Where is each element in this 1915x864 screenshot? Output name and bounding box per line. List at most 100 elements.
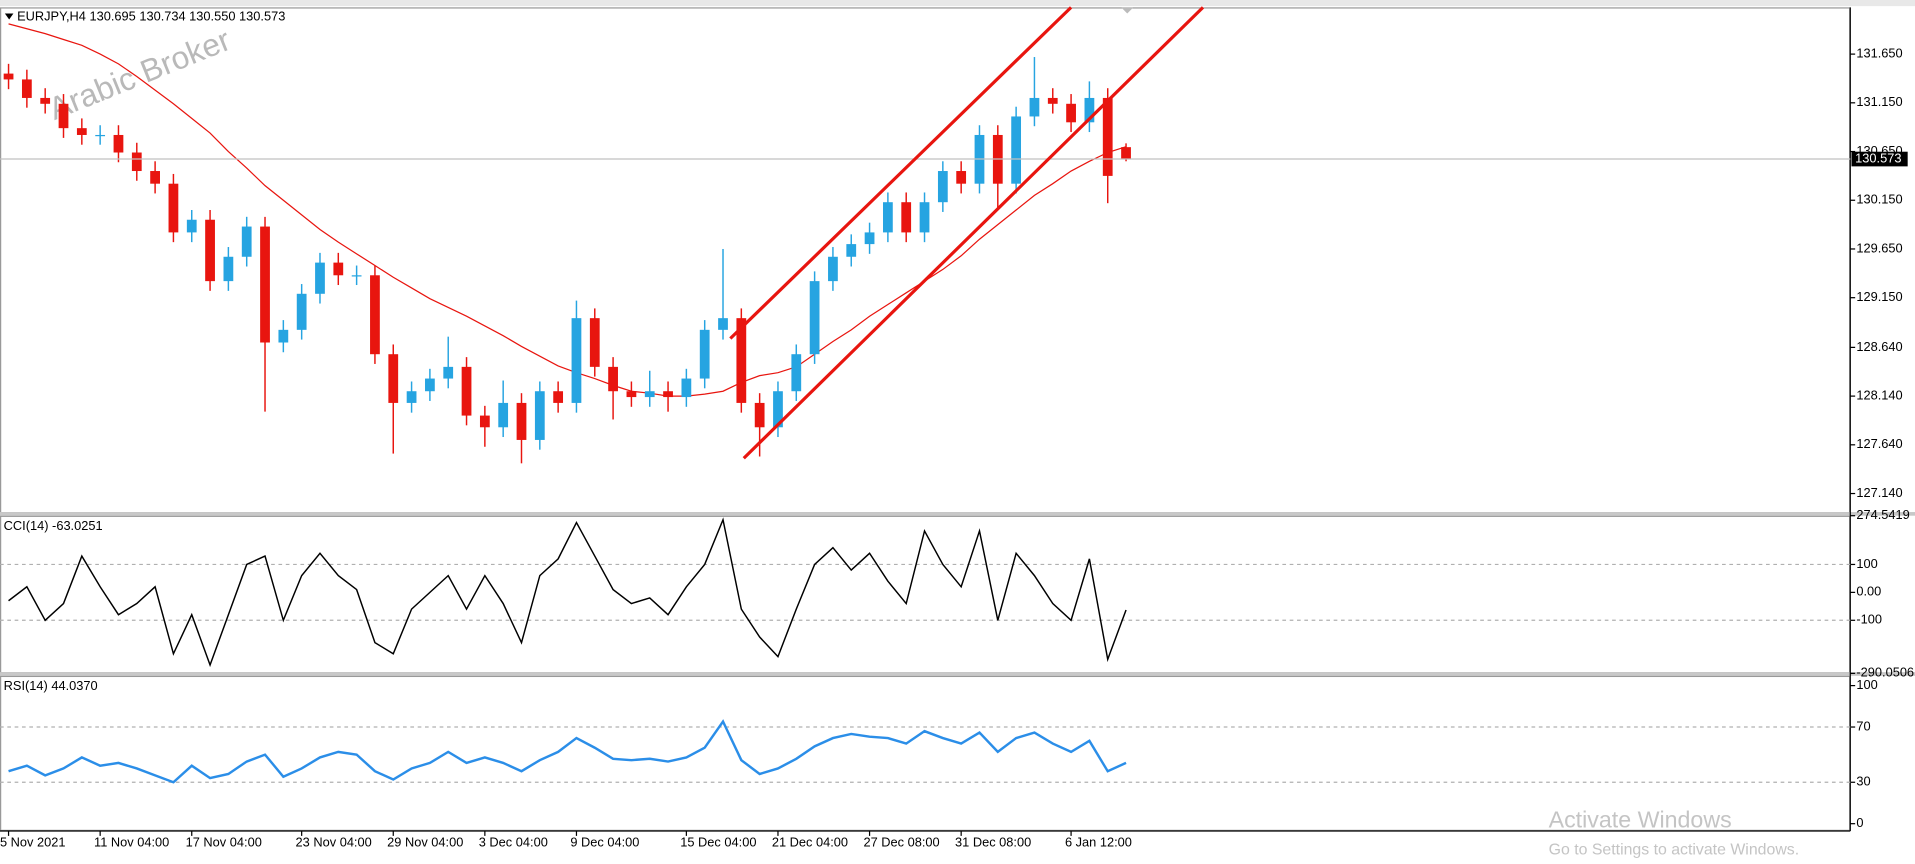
candle-body [131, 152, 142, 172]
candle-body [1084, 97, 1095, 123]
candle-body [21, 79, 32, 98]
last-price-label: 130.573 [1855, 150, 1901, 165]
y-tick-label: 129.150 [1856, 289, 1902, 304]
candle-body [370, 275, 380, 355]
candle-body [699, 329, 710, 379]
candle-body [388, 354, 399, 403]
candle-body [937, 171, 948, 203]
candle-body [1066, 103, 1076, 123]
x-tick-label: 5 Nov 2021 [0, 835, 66, 850]
candle-body [260, 226, 270, 343]
last-price-box [1851, 151, 1908, 167]
candle-body [425, 378, 435, 392]
candle-body [315, 262, 325, 294]
x-tick-label: 9 Dec 04:00 [570, 835, 639, 850]
candle-body [754, 402, 765, 428]
candle-body [828, 256, 838, 282]
candle-body [864, 232, 875, 245]
candle-body [608, 366, 618, 392]
candle-body [516, 402, 527, 440]
candle-body [791, 354, 802, 392]
candle-body [1011, 116, 1022, 184]
x-tick-label: 11 Nov 04:00 [94, 835, 169, 850]
arrow-marker [1121, 7, 1134, 14]
y-tick-label: 128.640 [1856, 339, 1902, 354]
candle-body [1047, 97, 1058, 104]
y-tick-label: 127.640 [1856, 436, 1902, 451]
candle-body [589, 318, 600, 367]
candle-body [186, 219, 197, 233]
candle-body [883, 202, 893, 233]
x-tick-label: 23 Nov 04:00 [296, 835, 372, 850]
candle-body [241, 226, 252, 257]
candle-body [95, 134, 106, 137]
candle-body [406, 391, 417, 403]
candle-body [76, 128, 87, 135]
y-tick-label: 131.650 [1856, 45, 1902, 60]
candle-body [1102, 97, 1113, 176]
y-tick-label: 131.150 [1856, 94, 1902, 109]
channel-lower-line [742, 6, 1205, 460]
candle-body [296, 293, 307, 330]
x-tick-label: 17 Nov 04:00 [186, 835, 262, 850]
y-tick-label: 127.140 [1856, 485, 1902, 500]
y-tick-label: 274.5419 [1856, 507, 1909, 522]
candle-body [663, 391, 673, 398]
top-strip [0, 0, 1915, 7]
candle-body [534, 391, 545, 440]
candle-body [919, 202, 930, 233]
x-tick-label: 29 Nov 04:00 [387, 835, 463, 850]
candle-body [718, 318, 728, 330]
activation-hint: Go to Settings to activate Windows. [1549, 842, 1800, 859]
candle-body [150, 171, 160, 184]
candle-body [479, 415, 490, 428]
y-tick-label: 129.650 [1856, 240, 1902, 255]
y-tick-label: 128.140 [1856, 387, 1902, 402]
marks: 131.650131.150130.650130.150129.650129.1… [0, 23, 1914, 850]
candle-body [461, 366, 472, 416]
y-tick-label: 100 [1856, 677, 1877, 692]
x-tick-label: 15 Dec 04:00 [680, 835, 756, 850]
x-tick-label: 3 Dec 04:00 [479, 835, 548, 850]
candle-body [644, 391, 655, 398]
panel-separator [0, 672, 1915, 676]
candle-body [571, 318, 582, 403]
y-tick-label: 0.00 [1856, 584, 1881, 599]
candle-body [205, 219, 215, 282]
main-title: EURJPY,H4 130.695 130.734 130.550 130.57… [17, 8, 285, 23]
menu-triangle [4, 13, 14, 20]
candle-body [498, 402, 509, 428]
y-tick-label: 70 [1856, 718, 1870, 733]
candle-body [1121, 147, 1131, 160]
candle-body [113, 134, 124, 153]
candle-body [846, 244, 857, 257]
moving-average [8, 23, 1127, 397]
candle-body [681, 378, 692, 398]
candle-body [1029, 97, 1040, 117]
candle-body [351, 275, 362, 277]
indicator-line [8, 517, 1127, 668]
y-tick-label: -290.0506 [1856, 665, 1914, 680]
candle-body [3, 73, 14, 80]
rsi-title: RSI(14) 44.0370 [4, 678, 98, 693]
indicator-line [8, 719, 1127, 784]
candle-body [956, 171, 967, 184]
cci-title: CCI(14) -63.0251 [4, 518, 103, 533]
candle-body [626, 391, 637, 398]
channel-upper-line [729, 6, 1073, 340]
candle-body [809, 281, 820, 355]
x-tick-label: 21 Dec 04:00 [772, 835, 848, 850]
y-tick-label: -100 [1856, 612, 1882, 627]
candle-body [223, 256, 234, 282]
x-tick-label: 31 Dec 08:00 [955, 835, 1031, 850]
candle-body [40, 97, 51, 104]
candle-body [168, 183, 179, 233]
candle-body [443, 366, 454, 379]
x-tick-label: 6 Jan 12:00 [1065, 835, 1132, 850]
candle-body [736, 318, 747, 403]
candle-body [773, 391, 783, 428]
y-tick-label: 30 [1856, 774, 1870, 789]
y-tick-label: 0 [1856, 815, 1863, 830]
